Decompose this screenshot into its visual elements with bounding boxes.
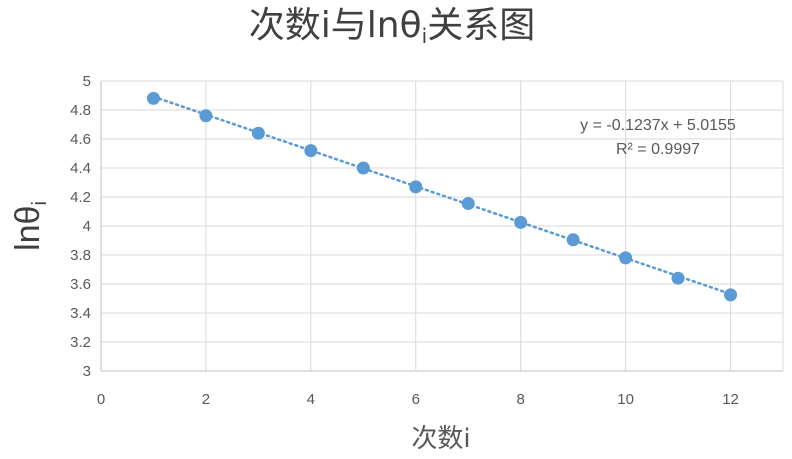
data-point: [672, 272, 685, 285]
y-tick-label: 3: [83, 363, 91, 380]
y-axis-label: lnθi: [9, 201, 51, 251]
y-tick-label: 4.8: [70, 102, 91, 119]
x-tick-label: 8: [517, 391, 525, 408]
y-tick-label: 3.2: [70, 334, 91, 351]
y-tick-label: 3.4: [70, 305, 91, 322]
y-axis-label-main: lnθ: [9, 206, 47, 251]
svg-text:次数i与lnθi关系图: 次数i与lnθi关系图: [249, 5, 535, 48]
data-point: [462, 197, 475, 210]
x-tick-label: 2: [202, 391, 210, 408]
data-point: [252, 127, 265, 140]
x-axis-label: 次数i: [411, 424, 470, 454]
trendline-label: y = -0.1237x + 5.0155 R² = 0.9997: [580, 117, 736, 158]
chart-title-rest: 关系图: [427, 5, 535, 46]
trendline-equation: y = -0.1237x + 5.0155: [580, 117, 736, 134]
x-tick-label: 0: [97, 391, 105, 408]
y-axis-label-subscript: i: [29, 201, 51, 205]
x-tick-label: 4: [307, 391, 315, 408]
y-tick-label: 4.4: [70, 160, 91, 177]
chart-title: 次数i与lnθi关系图: [249, 5, 535, 48]
data-point: [147, 92, 160, 105]
y-tick-label: 3.8: [70, 247, 91, 264]
y-tick-label: 4.2: [70, 189, 91, 206]
data-point: [409, 180, 422, 193]
data-point: [619, 251, 632, 264]
data-point: [567, 233, 580, 246]
x-tick-label: 12: [722, 391, 739, 408]
y-tick-label: 5: [83, 73, 91, 90]
y-tick-label: 4: [83, 218, 91, 235]
svg-text:lnθi: lnθi: [9, 201, 51, 251]
data-point: [357, 162, 370, 175]
y-tick-label: 3.6: [70, 276, 91, 293]
data-point: [514, 216, 527, 229]
x-tick-labels: 0 2 4 6 8 10 12: [97, 391, 739, 408]
data-point: [304, 144, 317, 157]
x-tick-label: 10: [617, 391, 634, 408]
y-tick-label: 4.6: [70, 131, 91, 148]
trendline-r-squared: R² = 0.9997: [616, 141, 700, 158]
y-tick-labels: 3 3.2 3.4 3.6 3.8 4 4.2 4.4 4.6 4.8 5: [70, 73, 91, 380]
data-point: [724, 288, 737, 301]
data-point: [199, 109, 212, 122]
x-tick-label: 6: [412, 391, 420, 408]
chart-title-main: 次数i与lnθ: [249, 5, 422, 46]
